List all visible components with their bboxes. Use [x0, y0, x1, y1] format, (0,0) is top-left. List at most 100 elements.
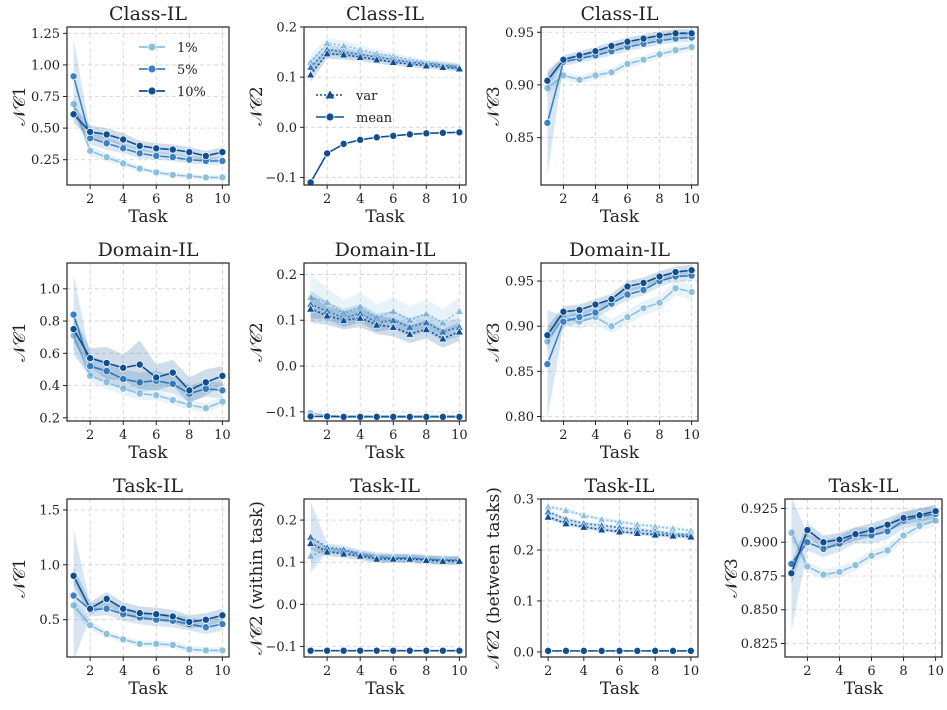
x-tick-label: 6: [152, 192, 160, 207]
x-tick-label: 6: [152, 664, 160, 679]
series-line: [72, 328, 223, 392]
data-point: [356, 412, 365, 421]
data-point: [561, 505, 571, 514]
data-point: [135, 164, 144, 173]
data-point: [639, 278, 648, 287]
data-point: [591, 300, 600, 309]
data-point: [102, 604, 111, 613]
chart-panel-5: 2 4 6 8 10 −0.1 0.0 0.1 0.2 Domain-IL Task 𝒩𝒞2: [247, 239, 468, 463]
legend-marker: [147, 42, 157, 52]
data-point: [421, 555, 431, 564]
y-axis-label: 𝒩𝒞1: [10, 322, 30, 362]
data-point: [119, 384, 128, 393]
data-point: [339, 49, 349, 59]
data-point: [135, 141, 144, 150]
data-point: [623, 37, 632, 46]
data-point: [687, 29, 696, 38]
data-point: [438, 128, 447, 137]
y-tick-label: −0.1: [265, 640, 297, 655]
series-line: [310, 542, 460, 562]
y-tick-label: 1.0: [39, 558, 60, 573]
data-point: [655, 298, 664, 307]
x-axis-label: Task: [844, 679, 884, 699]
x-tick-label: 8: [185, 428, 193, 443]
y-tick-label: 0.1: [276, 556, 297, 571]
data-point: [323, 646, 332, 655]
data-point: [819, 570, 828, 579]
data-point: [201, 378, 210, 387]
data-point: [218, 371, 227, 380]
x-axis-label: Task: [365, 207, 405, 227]
y-tick-label: 0.1: [513, 594, 534, 609]
y-tick-label: 0.5: [39, 613, 60, 628]
chart-title: Task-IL: [585, 475, 655, 497]
data-point: [69, 601, 78, 610]
data-point: [639, 34, 648, 43]
y-tick-label: 1.00: [31, 58, 60, 73]
data-point: [218, 611, 227, 620]
y-tick-label: 0.875: [741, 569, 778, 584]
chart-title: Task-IL: [350, 475, 420, 497]
confidence-band: [310, 290, 460, 341]
data-point: [135, 378, 144, 387]
x-axis-label: Task: [128, 443, 168, 463]
data-point: [421, 61, 431, 70]
data-point: [543, 118, 552, 127]
x-tick-label: 4: [356, 664, 364, 679]
y-tick-label: 0.90: [505, 320, 534, 335]
x-tick-label: 6: [867, 664, 875, 679]
data-point: [591, 47, 600, 56]
series-line: [546, 46, 692, 89]
data-point: [543, 360, 552, 369]
y-tick-label: 1.5: [39, 503, 60, 518]
data-point: [372, 412, 381, 421]
data-point: [356, 646, 365, 655]
chart-title: Class-IL: [581, 3, 659, 25]
axes-frame: [66, 262, 230, 422]
y-axis-label: 𝒩𝒞3: [484, 322, 504, 362]
x-tick-label: 10: [683, 192, 700, 207]
data-point: [339, 315, 349, 324]
data-point: [185, 148, 194, 157]
data-point: [168, 612, 177, 621]
data-point: [86, 354, 95, 363]
data-point: [899, 531, 908, 540]
series-line: [546, 269, 692, 336]
data-point: [306, 412, 315, 421]
data-point: [867, 551, 876, 560]
data-point: [339, 412, 348, 421]
data-point: [388, 57, 398, 66]
x-tick-label: 4: [580, 664, 588, 679]
axes-frame: [540, 26, 699, 186]
y-axis-label: 𝒩𝒞2 (between tasks): [484, 487, 504, 669]
confidence-band: [310, 536, 460, 566]
x-axis-label: Task: [600, 443, 640, 463]
data-point: [306, 70, 316, 79]
data-point: [655, 31, 664, 40]
data-point: [306, 646, 315, 655]
x-tick-label: 8: [899, 664, 907, 679]
data-point: [561, 518, 571, 527]
data-point: [168, 170, 177, 179]
data-point: [306, 304, 316, 313]
x-tick-label: 6: [623, 192, 631, 207]
y-tick-label: 0.75: [31, 90, 60, 105]
data-point: [69, 325, 78, 334]
data-point: [86, 621, 95, 630]
x-tick-label: 6: [623, 428, 631, 443]
data-point: [102, 594, 111, 603]
series-line: [72, 604, 223, 652]
data-point: [591, 71, 600, 80]
confidence-band: [547, 281, 692, 351]
data-point: [135, 360, 144, 369]
series-line: [309, 131, 460, 183]
confidence-band: [310, 48, 460, 83]
legend-marker: [325, 90, 335, 99]
data-point: [322, 311, 332, 320]
data-point: [651, 646, 660, 655]
data-point: [119, 159, 128, 168]
data-point: [201, 623, 210, 632]
x-tick-label: 6: [389, 192, 397, 207]
y-tick-label: 0.2: [276, 21, 297, 36]
